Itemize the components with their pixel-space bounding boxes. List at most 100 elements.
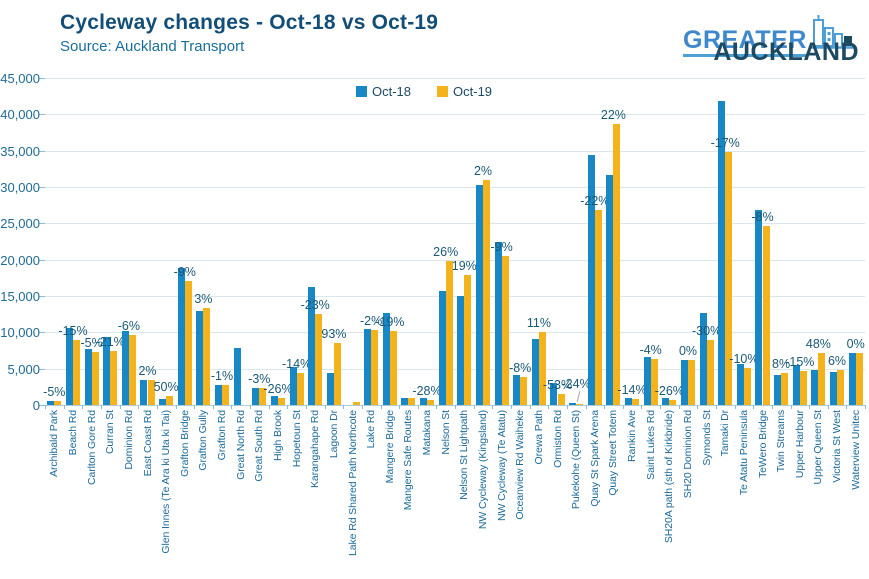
label-leader-line: [576, 390, 581, 402]
bar-oct18: [401, 397, 409, 405]
gridline: [45, 332, 865, 334]
bar-oct18: [606, 174, 614, 405]
y-axis-tick: [39, 114, 45, 116]
x-axis-tick: [753, 405, 755, 409]
x-axis-tick: [343, 405, 345, 409]
y-axis-label: 10,000: [0, 325, 40, 341]
y-axis-label: 20,000: [0, 252, 40, 268]
pct-change-label: 6%: [827, 353, 847, 368]
x-axis-tick: [697, 405, 699, 409]
y-axis-label: 5,000: [7, 361, 40, 377]
bar-oct18: [811, 370, 819, 405]
bar-oct18: [494, 241, 502, 405]
bar-oct18: [121, 330, 129, 405]
pct-change-label: -26%: [654, 383, 684, 398]
x-axis-tick: [548, 405, 550, 409]
bar-oct19: [818, 353, 826, 405]
x-axis-label: SH20A path (sth of Kirkbride): [663, 410, 676, 544]
y-axis-tick: [39, 296, 45, 297]
bar-oct18: [457, 296, 465, 405]
x-axis-label: Mangere Bridge: [383, 410, 396, 484]
x-axis-label: Beach Rd: [67, 410, 79, 456]
pct-change-label: -21%: [95, 335, 125, 350]
bar-oct18: [699, 312, 707, 405]
pct-change-label: -19%: [375, 314, 405, 329]
bar-oct18: [662, 397, 670, 405]
bar-oct18: [159, 399, 167, 405]
x-axis-tick: [641, 405, 643, 409]
bar-oct19: [743, 368, 751, 405]
x-axis-label: Grafton Bridge: [178, 410, 191, 477]
x-axis-label: Great South Rd: [253, 410, 266, 482]
x-axis-tick: [194, 405, 196, 409]
bar-oct19: [296, 372, 304, 405]
bar-oct19: [352, 402, 360, 405]
x-axis-label: SH20 Dominion Rd: [682, 410, 694, 499]
y-axis-label: 25,000: [0, 216, 40, 232]
x-axis-tick: [715, 405, 717, 409]
y-axis-label: 45,000: [0, 71, 40, 86]
x-axis-label: Nelson St Lightpath: [458, 410, 471, 500]
pct-change-label: -24%: [561, 376, 591, 391]
x-axis-label: Quay St Spark Arena: [588, 410, 601, 507]
x-axis-tick: [156, 405, 158, 409]
bar-oct19: [687, 359, 695, 405]
bar-oct18: [103, 336, 111, 405]
pct-change-label: -3%: [248, 372, 271, 387]
x-axis-tick: [604, 405, 606, 409]
y-axis-tick: [39, 150, 45, 152]
bar-oct19: [203, 308, 211, 405]
bar-oct18: [214, 384, 222, 405]
bar-oct18: [84, 349, 92, 405]
pct-change-label: -10%: [729, 352, 759, 367]
x-axis-tick: [790, 405, 792, 409]
x-axis-tick: [175, 405, 177, 409]
bar-oct19: [594, 210, 602, 405]
bar-oct18: [829, 371, 837, 405]
bar-oct19: [91, 352, 99, 405]
bar-oct19: [706, 340, 714, 405]
bar-oct19: [464, 275, 472, 405]
x-axis-label: Great North Rd: [234, 410, 247, 480]
x-axis-label: Curran St: [104, 410, 117, 455]
logo-text-auckland: AUCKLAND: [713, 38, 859, 66]
x-axis-label: Mangere Safe Routes: [402, 410, 415, 511]
pct-change-label: 26%: [433, 245, 459, 260]
legend-item-oct18: Oct-18: [356, 84, 411, 99]
bar-oct18: [774, 375, 782, 405]
x-axis-label: Victoria St West: [831, 410, 843, 483]
bar-oct19: [72, 339, 80, 405]
bar-oct18: [419, 397, 427, 405]
pct-change-label: -4%: [639, 342, 662, 357]
x-axis-tick: [231, 405, 233, 409]
x-axis-tick: [380, 405, 382, 409]
x-axis-label: Orewa Path: [532, 410, 545, 465]
legend-label: Oct-19: [453, 84, 493, 99]
bar-oct18: [382, 313, 390, 405]
bar-oct19: [222, 384, 230, 405]
y-axis-tick: [39, 332, 45, 334]
pct-change-label: 0%: [678, 343, 698, 358]
bar-oct18: [569, 403, 577, 405]
bar-oct18: [792, 365, 800, 405]
x-axis-tick: [622, 405, 624, 409]
bar-oct19: [259, 388, 267, 405]
bar-oct18: [326, 373, 334, 405]
bar-oct19: [371, 330, 379, 405]
bar-oct19: [799, 371, 807, 405]
pct-change-label: -5%: [43, 384, 66, 399]
bar-oct19: [128, 335, 136, 405]
x-axis-label: Dominion Rd: [122, 410, 135, 470]
x-axis-tick: [63, 405, 65, 409]
pct-change-label: 3%: [194, 292, 213, 307]
x-axis-label: Lake Rd Shared Path Northcote: [346, 410, 359, 556]
bar-oct18: [755, 210, 763, 405]
bar-oct19: [482, 179, 490, 405]
bar-oct19: [54, 400, 62, 405]
chart-source: Source: Auckland Transport: [60, 38, 245, 55]
x-axis-label: Archibald Park: [48, 410, 61, 477]
bar-oct18: [587, 155, 595, 405]
legend-item-oct19: Oct-19: [437, 84, 492, 99]
bar-oct18: [475, 184, 483, 405]
x-axis-tick: [473, 405, 475, 409]
